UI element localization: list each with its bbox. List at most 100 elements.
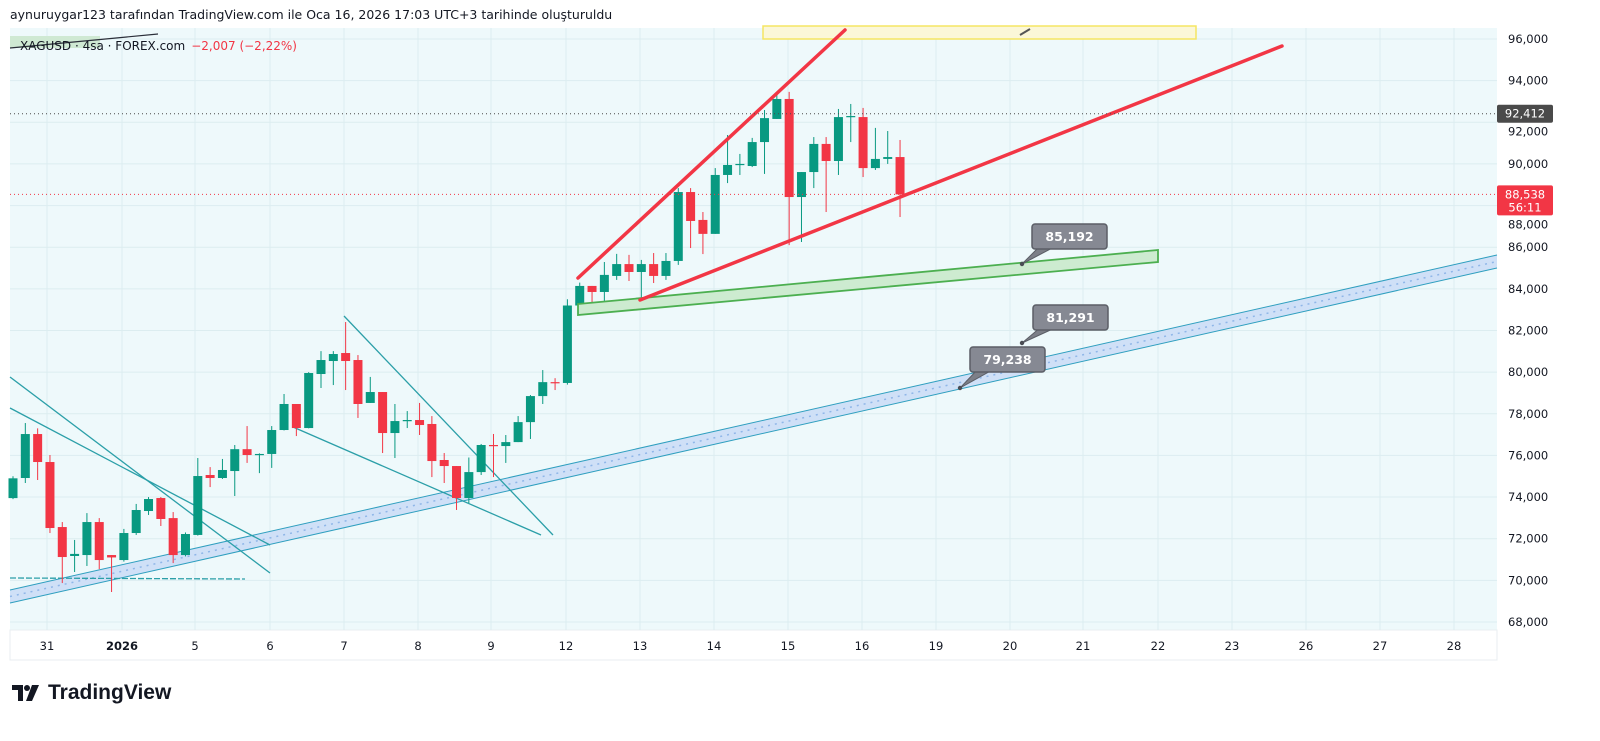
time-tick-label: 16	[855, 639, 870, 653]
candle-bearish	[488, 433, 498, 478]
callout-label: 81,291	[1046, 310, 1094, 325]
callout-anchor	[1019, 261, 1025, 267]
blue-ascending-channel[interactable]	[9, 254, 1498, 604]
candle-bearish	[550, 378, 560, 391]
time-tick-label: 13	[633, 639, 648, 653]
candle-bullish	[562, 299, 572, 385]
callout-anchor	[957, 385, 963, 391]
callout-label: 85,192	[1045, 229, 1093, 244]
candle-body	[156, 498, 166, 520]
candle-bearish	[45, 455, 55, 534]
candle-body	[525, 396, 535, 423]
time-tick-label: 5	[191, 639, 198, 653]
candle-body	[168, 518, 178, 556]
candle-body	[378, 392, 388, 434]
candle-body	[217, 469, 227, 479]
candle-bullish	[747, 137, 757, 168]
candle-body	[587, 285, 597, 292]
price-tick-label: 76,000	[1508, 448, 1548, 462]
candle-body	[341, 353, 351, 362]
candle-body	[649, 264, 659, 276]
candle-body	[144, 499, 154, 512]
price-tick-label: 88,000	[1508, 217, 1548, 231]
candle-bullish	[365, 376, 375, 403]
price-tick-label: 94,000	[1508, 74, 1548, 88]
chart-attribution: aynuruygar123 tarafından TradingView.com…	[10, 7, 613, 22]
candle-body	[390, 421, 400, 434]
candle-body	[760, 118, 770, 143]
candle-bearish	[33, 428, 43, 480]
callout-box	[969, 346, 1046, 373]
plot-area[interactable]	[10, 28, 1497, 630]
price-tick-label: 96,000	[1508, 32, 1548, 46]
candle-bullish	[833, 108, 843, 175]
price-tick-label: 70,000	[1508, 573, 1548, 587]
tradingview-logo[interactable]: TradingView	[12, 681, 171, 705]
candle-body	[821, 143, 831, 162]
candle-bullish	[661, 253, 671, 280]
price-tick-label: 72,000	[1508, 532, 1548, 546]
symbol-info: XAGUSD · 4sa · FOREX.com	[20, 39, 186, 53]
candle-bearish	[57, 522, 67, 584]
candle-bullish	[230, 445, 240, 497]
time-axis[interactable]	[9, 629, 1498, 661]
candle-body	[415, 420, 425, 426]
callout-box	[1032, 304, 1109, 331]
candle-bullish	[328, 351, 338, 386]
candle-body	[870, 158, 880, 169]
candle-bearish	[439, 453, 449, 484]
candle-bearish	[427, 416, 437, 478]
candle-body	[45, 462, 55, 529]
candle-body	[316, 360, 326, 375]
candle-body	[673, 192, 683, 261]
candle-bullish	[538, 370, 548, 404]
candle-body	[230, 449, 240, 472]
candle-body	[599, 274, 609, 292]
candle-bullish	[82, 513, 92, 566]
price-callout: 79,238	[957, 346, 1046, 391]
yellow-rectangle-zone[interactable]	[762, 25, 1197, 40]
candle-bearish	[686, 188, 696, 249]
candle-body	[33, 434, 43, 463]
candle-body	[180, 534, 190, 556]
candle-bullish	[217, 458, 227, 479]
candle-bullish	[525, 395, 535, 439]
candle-body	[131, 510, 141, 534]
candle-body	[858, 117, 868, 169]
candle-bullish	[612, 253, 622, 280]
price-axis[interactable]	[1497, 28, 1600, 660]
time-tick-label: 22	[1151, 639, 1166, 653]
green-support-channel[interactable]	[577, 249, 1159, 316]
candle-bullish	[390, 403, 400, 459]
candle-bullish	[464, 457, 474, 503]
candle-body	[710, 174, 720, 234]
candle-bearish	[698, 212, 708, 255]
price-callouts: 85,192 81,291 79,238	[957, 223, 1109, 391]
candle-body	[304, 373, 314, 429]
time-tick-label: 20	[1003, 639, 1018, 653]
candle-body	[562, 305, 572, 383]
time-tick-label: 8	[414, 639, 421, 653]
candle-body	[883, 157, 893, 159]
time-tick-label: 21	[1076, 639, 1091, 653]
red-rising-wedge[interactable]	[576, 28, 1284, 302]
time-tick-label: 23	[1225, 639, 1240, 653]
candle-bullish	[254, 453, 264, 474]
callout-box	[1031, 223, 1108, 250]
candle-body	[464, 472, 474, 499]
candle-body	[809, 143, 819, 173]
candle-body	[254, 453, 264, 456]
time-tick-label: 26	[1299, 639, 1314, 653]
symbol-legend[interactable]: XAGUSD · 4sa · FOREX.com −2,007 (−2,22%)	[20, 39, 297, 53]
price-callout: 81,291	[1019, 304, 1109, 346]
price-marker-badge	[1497, 104, 1553, 123]
candle-body	[538, 382, 548, 397]
candle-bullish	[304, 372, 314, 429]
candle-bullish	[119, 528, 129, 562]
callout-label: 79,238	[983, 352, 1031, 367]
candle-body	[698, 219, 708, 234]
teal-trendlines[interactable]	[9, 315, 554, 580]
candle-body	[636, 264, 646, 272]
price-change: −2,007 (−2,22%)	[191, 39, 297, 53]
